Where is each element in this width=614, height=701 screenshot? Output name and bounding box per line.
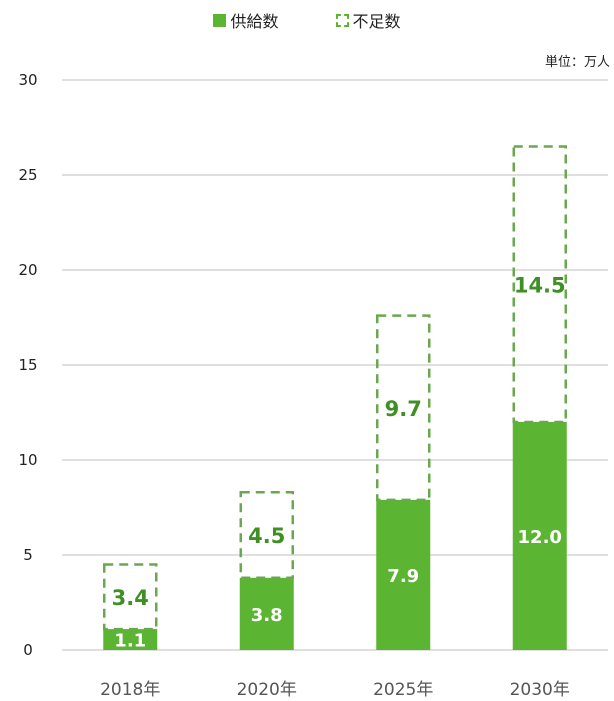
legend-item-shortage: 不足数 [335, 8, 401, 32]
y-tick-label: 0 [23, 641, 33, 659]
bars [103, 145, 567, 650]
y-tick-label: 5 [23, 546, 33, 564]
grid-lines [62, 79, 608, 651]
legend: 供給数 不足数 [0, 8, 614, 32]
unit-label: 単位：万人 [544, 55, 610, 70]
y-tick-label: 25 [18, 166, 37, 184]
bar-shortage [512, 145, 567, 424]
bar-shortage [239, 491, 294, 580]
legend-item-supply: 供給数 [213, 8, 278, 32]
bar-shortage [376, 314, 431, 502]
y-tick-label: 30 [18, 71, 37, 89]
x-axis-ticks: 2018年 2020年 2025年 2030年 [100, 680, 570, 700]
legend-swatch-supply [213, 13, 227, 27]
legend-label-supply: 供給数 [230, 12, 279, 31]
x-tick-label: 2030年 [510, 680, 570, 700]
bar-supply [512, 422, 567, 650]
data-label-supply: 1.1 [114, 631, 146, 652]
x-tick-label: 2018年 [100, 680, 160, 700]
bar-supply [376, 499, 431, 650]
data-label-supply: 7.9 [387, 566, 419, 587]
x-tick-label: 2020年 [237, 680, 297, 700]
data-label-supply: 12.0 [518, 527, 562, 548]
bar-supply [239, 577, 294, 650]
data-labels: 1.1 3.4 3.8 4.5 7.9 9.7 12.0 14.5 [112, 273, 566, 651]
legend-label-shortage: 不足数 [352, 12, 401, 31]
bar-shortage [103, 563, 158, 631]
y-tick-label: 20 [18, 261, 37, 279]
data-label-supply: 3.8 [251, 605, 283, 626]
x-tick-label: 2025年 [373, 680, 433, 700]
data-label-shortage: 14.5 [514, 273, 566, 297]
legend-swatch-shortage [335, 13, 349, 27]
y-tick-label: 15 [18, 356, 37, 374]
y-tick-label: 10 [18, 451, 37, 469]
data-label-shortage: 9.7 [385, 397, 422, 421]
y-axis-ticks: 0 5 10 15 20 25 30 [18, 71, 37, 659]
data-label-shortage: 3.4 [112, 586, 149, 610]
bar-supply [103, 629, 158, 650]
data-label-shortage: 4.5 [248, 524, 285, 548]
